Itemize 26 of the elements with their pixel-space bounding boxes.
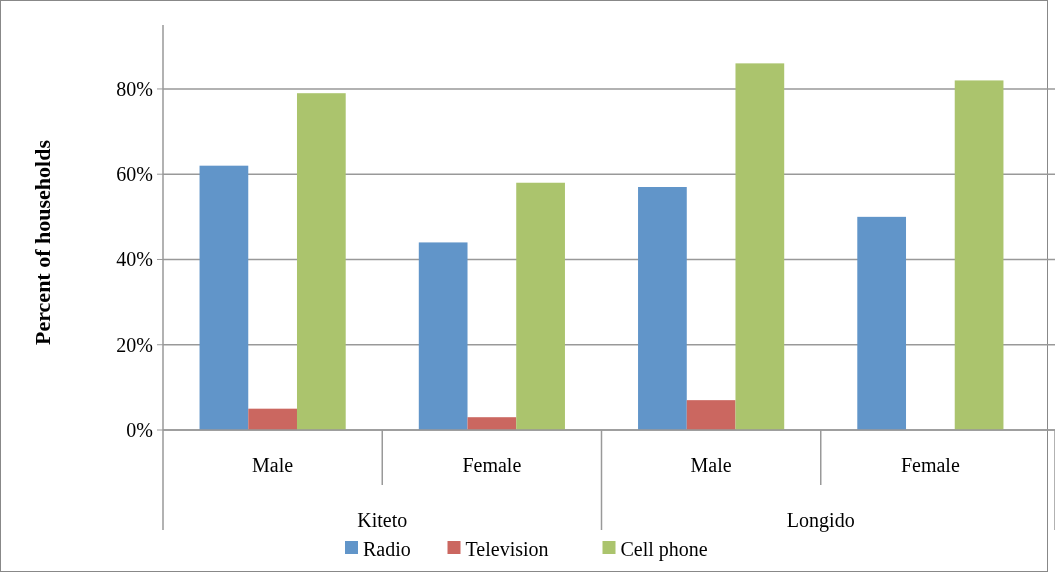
y-tick-label: 40% — [116, 248, 153, 271]
y-tick-label: 0% — [126, 419, 153, 441]
text: Longido — [786, 509, 855, 532]
bar — [735, 63, 785, 430]
legend-label: Television — [465, 538, 549, 560]
legend-label: Radio — [363, 538, 411, 560]
y-tick-label: 60% — [116, 163, 153, 186]
bar — [248, 408, 297, 430]
bar — [638, 187, 687, 430]
x-tick-label: Female — [900, 454, 960, 476]
bar — [686, 400, 736, 430]
bar — [516, 182, 565, 430]
x-tick-label: Male — [690, 454, 732, 476]
bar — [296, 93, 346, 430]
bar — [199, 165, 249, 430]
y-axis-title: Percent of households — [30, 139, 55, 345]
y-tick-label: 20% — [116, 333, 153, 356]
legend-label: Cell phone — [620, 538, 708, 561]
text: Kiteto — [357, 509, 408, 531]
y-tick-label: 80% — [116, 77, 153, 100]
bar — [418, 242, 468, 430]
bar — [857, 216, 907, 430]
x-tick-label: Male — [252, 454, 294, 476]
x-tick-label: Female — [462, 454, 522, 476]
bar — [467, 417, 517, 430]
bar — [954, 80, 1004, 430]
